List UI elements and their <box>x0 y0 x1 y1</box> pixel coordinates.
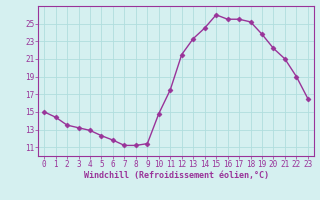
X-axis label: Windchill (Refroidissement éolien,°C): Windchill (Refroidissement éolien,°C) <box>84 171 268 180</box>
